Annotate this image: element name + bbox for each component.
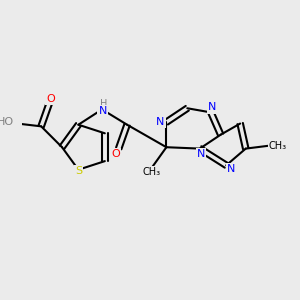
Text: HO: HO: [0, 117, 14, 127]
Text: N: N: [227, 164, 236, 175]
Text: N: N: [208, 102, 217, 112]
Text: CH₃: CH₃: [269, 141, 287, 151]
Text: N: N: [156, 117, 164, 127]
Text: O: O: [46, 94, 55, 103]
Text: N: N: [197, 148, 206, 159]
Text: H: H: [100, 99, 107, 110]
Text: S: S: [75, 166, 82, 176]
Text: N: N: [98, 106, 107, 116]
Text: CH₃: CH₃: [143, 167, 161, 177]
Text: O: O: [112, 149, 120, 159]
